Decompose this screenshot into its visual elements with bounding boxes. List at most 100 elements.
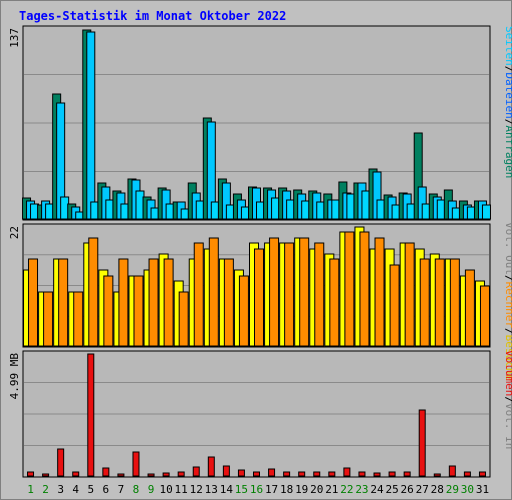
bar-volumen-day-7 — [117, 473, 125, 477]
bar-volumen-day-11 — [177, 471, 185, 477]
bar-rechner-day-30 — [464, 269, 475, 347]
bar-rechner-day-26 — [404, 242, 415, 347]
x-tick-label-26: 26 — [401, 483, 414, 496]
x-tick-label-14: 14 — [220, 483, 234, 496]
bar-rechner-day-2 — [43, 291, 54, 347]
bar-volumen-day-29 — [448, 465, 456, 477]
bar-rechner-day-27 — [419, 258, 430, 347]
x-tick-label-13: 13 — [205, 483, 218, 496]
chart-title: Tages-Statistik im Monat Oktober 2022 — [19, 9, 286, 23]
bar-volumen-day-19 — [298, 471, 306, 477]
x-tick-label-29: 29 — [446, 483, 459, 496]
bar-volumen-day-26 — [403, 471, 411, 477]
bar-volumen-day-17 — [268, 468, 276, 477]
bar-volumen-day-8 — [132, 451, 140, 477]
x-tick-label-15: 15 — [235, 483, 248, 496]
legend-volumen: Volumen — [503, 350, 512, 396]
bar-rechner-day-11 — [178, 291, 189, 347]
x-tick-label-20: 20 — [310, 483, 323, 496]
bar-rechner-day-18 — [284, 242, 295, 347]
bar-rechner-day-12 — [193, 242, 204, 347]
bar-rechner-day-28 — [434, 258, 445, 347]
legend-besuche: Besuche — [503, 335, 512, 381]
bar-rechner-day-29 — [449, 258, 460, 347]
x-tick-label-19: 19 — [295, 483, 308, 496]
legend-separator: / — [503, 396, 512, 403]
legend-anfragen: Anfragen — [503, 125, 512, 178]
x-tick-label-3: 3 — [57, 483, 64, 496]
x-tick-label-27: 27 — [416, 483, 429, 496]
bar-volumen-day-12 — [192, 466, 200, 477]
x-tick-label-10: 10 — [159, 483, 172, 496]
bar-rechner-day-20 — [314, 242, 325, 347]
bar-rechner-day-23 — [359, 231, 370, 347]
x-tick-label-31: 31 — [476, 483, 489, 496]
bar-volumen-day-14 — [222, 465, 230, 477]
bar-rechner-day-17 — [269, 237, 280, 347]
bar-rechner-day-8 — [133, 275, 144, 347]
x-tick-label-30: 30 — [461, 483, 474, 496]
bar-volumen-day-1 — [27, 471, 35, 477]
panel-volume: 4.99 MB — [8, 350, 491, 478]
legend-separator: / — [503, 119, 512, 126]
x-tick-label-17: 17 — [265, 483, 278, 496]
x-tick-label-8: 8 — [133, 483, 140, 496]
x-tick-label-16: 16 — [250, 483, 263, 496]
bar-rechner-day-3 — [58, 258, 69, 347]
bar-volumen-day-5 — [87, 353, 95, 477]
bar-volumen-day-27 — [418, 409, 426, 477]
legend-separator: / — [503, 328, 512, 335]
legend-separator: / — [503, 275, 512, 282]
bar-volumen-day-3 — [57, 448, 65, 477]
right-legend-panel1: Seiten/Dateien/Anfragen — [503, 26, 512, 178]
bar-rechner-day-25 — [389, 264, 400, 347]
bar-rechner-day-10 — [163, 258, 174, 347]
bar-rechner-day-31 — [479, 285, 490, 347]
x-tick-label-28: 28 — [431, 483, 444, 496]
x-tick-label-24: 24 — [370, 483, 384, 496]
bar-volumen-day-6 — [102, 467, 110, 477]
bar-seiten-day-31 — [481, 204, 491, 220]
y-max-label: 4.99 MB — [8, 353, 21, 400]
bar-volumen-day-25 — [388, 471, 396, 477]
bar-volumen-day-23 — [358, 471, 366, 477]
legend-volin: Vol. In — [503, 403, 512, 449]
x-tick-label-1: 1 — [27, 483, 34, 496]
y-max-label: 137 — [8, 28, 21, 48]
bar-rechner-day-22 — [344, 231, 355, 347]
x-tick-label-25: 25 — [385, 483, 398, 496]
bar-rechner-day-9 — [148, 258, 159, 347]
bar-rechner-day-16 — [254, 248, 264, 347]
x-tick-label-12: 12 — [190, 483, 203, 496]
bar-rechner-day-6 — [103, 275, 114, 347]
legend-rechner: Rechner — [503, 282, 512, 329]
bar-volumen-day-20 — [313, 471, 321, 477]
x-tick-label-11: 11 — [175, 483, 188, 496]
bar-volumen-day-13 — [207, 456, 215, 477]
bar-rechner-day-21 — [329, 258, 340, 347]
bar-rechner-day-15 — [238, 275, 249, 347]
bar-volumen-day-18 — [283, 471, 291, 477]
bar-volumen-day-21 — [328, 471, 336, 477]
bar-volumen-day-22 — [343, 467, 351, 477]
right-legend-panel3: Volumen/Vol. In — [503, 350, 512, 449]
bar-volumen-day-10 — [162, 472, 170, 477]
bar-volumen-day-28 — [433, 473, 441, 477]
bar-rechner-day-19 — [299, 237, 310, 347]
x-tick-label-21: 21 — [325, 483, 338, 496]
legend-volout: Vol. Out — [503, 222, 512, 275]
bar-volumen-day-9 — [147, 473, 155, 477]
bar-rechner-day-5 — [88, 237, 99, 347]
bar-volumen-day-16 — [253, 471, 260, 477]
bar-volumen-day-24 — [373, 472, 381, 477]
right-legend-panel2: Vol. Out/Rechner/Besuche — [503, 222, 512, 381]
panel-requests: 137 — [8, 25, 491, 221]
x-tick-label-18: 18 — [280, 483, 293, 496]
x-tick-label-4: 4 — [72, 483, 79, 496]
bar-rechner-day-4 — [73, 291, 84, 347]
bar-rechner-day-7 — [118, 258, 129, 347]
bar-volumen-day-30 — [463, 471, 471, 477]
legend-seiten: Seiten — [503, 26, 512, 66]
bar-volumen-day-15 — [237, 469, 245, 477]
